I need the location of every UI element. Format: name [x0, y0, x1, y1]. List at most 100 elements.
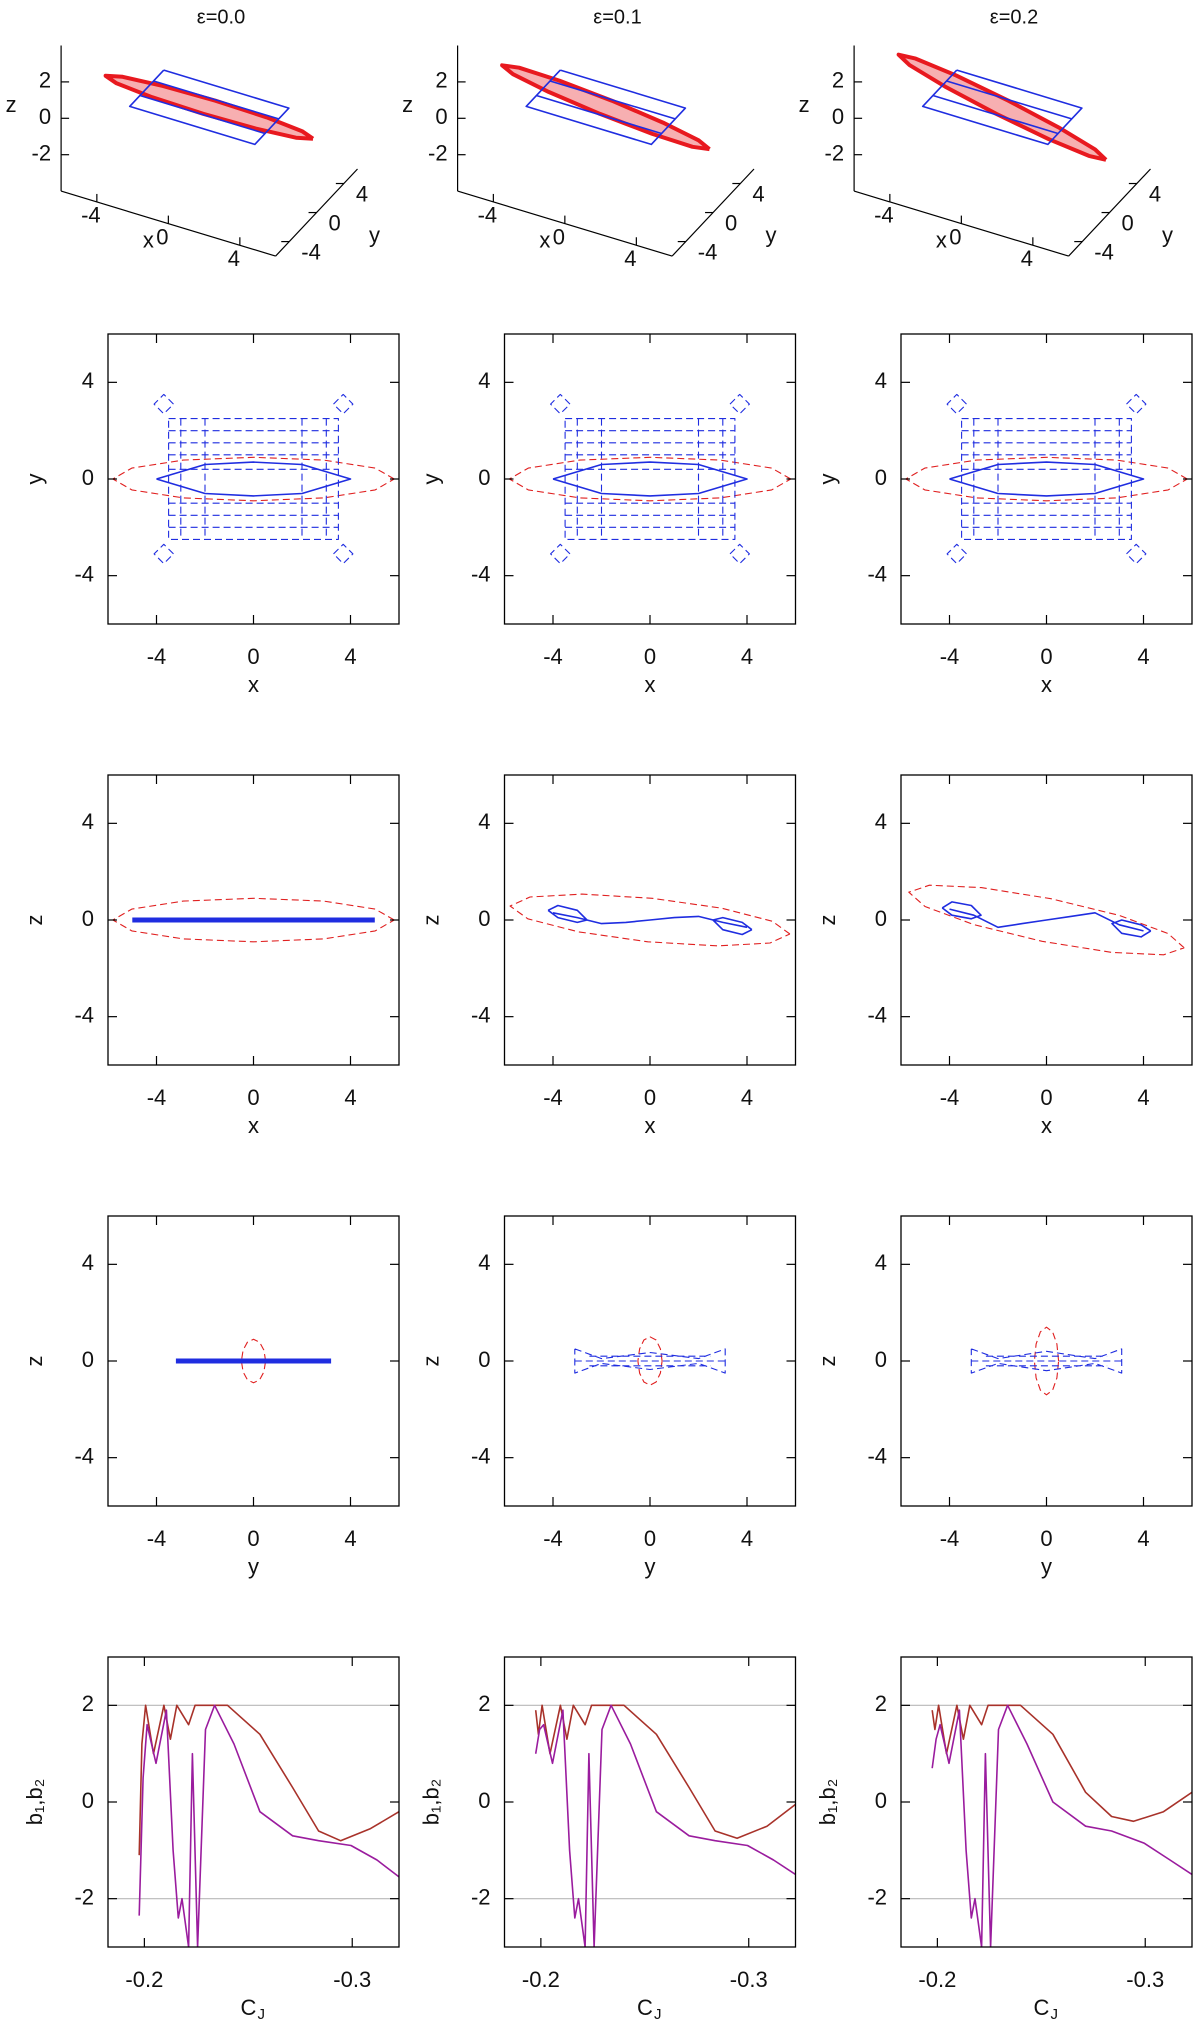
y-tick-label: 0 — [725, 210, 737, 235]
x-tick-label: -4 — [147, 1085, 167, 1110]
x-tick-label: -4 — [543, 644, 563, 669]
y-tick-label: 2 — [478, 1691, 490, 1716]
y-tick-label: -2 — [867, 1884, 887, 1909]
y-tick-label: 4 — [875, 1250, 887, 1275]
series-line — [576, 418, 724, 540]
x-tick-label: -0.2 — [522, 1967, 560, 1992]
series-line — [973, 418, 1120, 540]
series-line — [180, 418, 327, 540]
series-line — [908, 884, 1185, 956]
y-tick-label: -4 — [867, 1443, 887, 1468]
y-axis-label: z — [418, 915, 443, 926]
y-axis-label: y — [418, 474, 443, 485]
y-tick-label: -4 — [867, 561, 887, 586]
y-tick-label: -4 — [471, 1002, 491, 1027]
series-line — [525, 69, 687, 146]
series-line — [970, 1348, 1123, 1374]
plot-frame — [503, 333, 797, 625]
series-line — [112, 456, 395, 502]
y-tick-label: 0 — [478, 906, 490, 931]
x-tick-label: 0 — [247, 1085, 259, 1110]
x-tick-label: 4 — [1137, 1085, 1149, 1110]
series-line — [550, 393, 750, 565]
x-axis-label: y — [645, 1554, 656, 1579]
x-axis-label: y — [1041, 1554, 1052, 1579]
x-axis-label: x — [936, 227, 947, 252]
panel-title: ε=0.0 — [197, 6, 245, 28]
y-tick-label: -4 — [74, 561, 94, 586]
z-tick-label: 2 — [39, 68, 51, 93]
y-tick-label: 0 — [82, 906, 94, 931]
x-tick-label: 0 — [1040, 1526, 1052, 1551]
x-tick-label: 0 — [644, 644, 656, 669]
y-tick-label: 4 — [82, 368, 94, 393]
x-tick-label: 4 — [741, 1085, 753, 1110]
x-tick-label: 4 — [1137, 1526, 1149, 1551]
y-tick-label: 4 — [82, 1250, 94, 1275]
y-tick-label: 0 — [329, 210, 341, 235]
y-tick-label: -4 — [1094, 239, 1114, 264]
x-axis-label: x — [539, 227, 550, 252]
y-tick-label: 4 — [875, 809, 887, 834]
y-tick-label: 0 — [875, 1788, 887, 1813]
plot-frame — [503, 1215, 797, 1507]
y-tick-label: 0 — [478, 1347, 490, 1372]
y-tick-label: 4 — [875, 368, 887, 393]
y-axis-label: z — [22, 915, 47, 926]
y-axis-label: y — [766, 222, 777, 247]
series-line — [941, 901, 1152, 938]
series-line — [949, 461, 1145, 497]
x-tick-label: -4 — [147, 644, 167, 669]
y-tick-label: 0 — [82, 1347, 94, 1372]
x-axis-label-subscript: J — [654, 2006, 662, 2023]
y-tick-label: 0 — [478, 1788, 490, 1813]
x-tick-label: 0 — [247, 644, 259, 669]
series-line — [138, 1704, 399, 1947]
x-tick-label: 0 — [644, 1085, 656, 1110]
x-tick-label: 0 — [247, 1526, 259, 1551]
series-line — [128, 69, 290, 146]
x-tick-label: 4 — [228, 246, 240, 271]
x-tick-label: -4 — [940, 1526, 960, 1551]
y-tick-label: 0 — [875, 1347, 887, 1372]
x-axis-label: C — [241, 1995, 257, 2020]
series-line — [946, 393, 1147, 565]
z-tick-label: -2 — [428, 141, 448, 166]
x-tick-label: -4 — [478, 203, 498, 228]
series-line — [896, 52, 1108, 162]
x-axis-label: x — [248, 1113, 259, 1138]
y-axis-label: z — [418, 1356, 443, 1367]
plot-frame — [900, 1215, 1193, 1507]
y-axis-label: z — [815, 1356, 840, 1367]
x-tick-label: -4 — [543, 1526, 563, 1551]
x-axis-label: x — [143, 227, 154, 252]
y-tick-label: 4 — [1149, 181, 1161, 206]
x-tick-label: -0.2 — [918, 1967, 956, 1992]
z-axis-label: z — [402, 92, 413, 117]
plot-frame — [107, 333, 400, 625]
plot-frame — [107, 1656, 400, 1948]
series-line — [168, 418, 339, 540]
series-line — [574, 1348, 726, 1374]
x-tick-label: 0 — [156, 224, 168, 249]
x-axis-label: y — [248, 1554, 259, 1579]
z-tick-label: 2 — [832, 68, 844, 93]
y-tick-label: 2 — [82, 1691, 94, 1716]
y-tick-label: -4 — [74, 1443, 94, 1468]
y-tick-label: 0 — [82, 465, 94, 490]
y-tick-label: -2 — [74, 1884, 94, 1909]
y-tick-label: 0 — [875, 465, 887, 490]
plot-frame — [900, 333, 1193, 625]
y-axis-label: y — [815, 474, 840, 485]
plot-frame — [503, 1656, 797, 1948]
y-tick-label: 4 — [478, 809, 490, 834]
panel-title: ε=0.2 — [990, 6, 1038, 28]
z-tick-label: -2 — [32, 141, 52, 166]
x-axis-label-subscript: J — [257, 2006, 265, 2023]
x-axis-label: C — [637, 1995, 653, 2020]
x-axis-label: C — [1034, 1995, 1050, 2020]
z-tick-label: 0 — [832, 104, 844, 129]
y-axis-label: b₁,b₂ — [418, 1779, 443, 1826]
plot-frame — [900, 1656, 1193, 1948]
